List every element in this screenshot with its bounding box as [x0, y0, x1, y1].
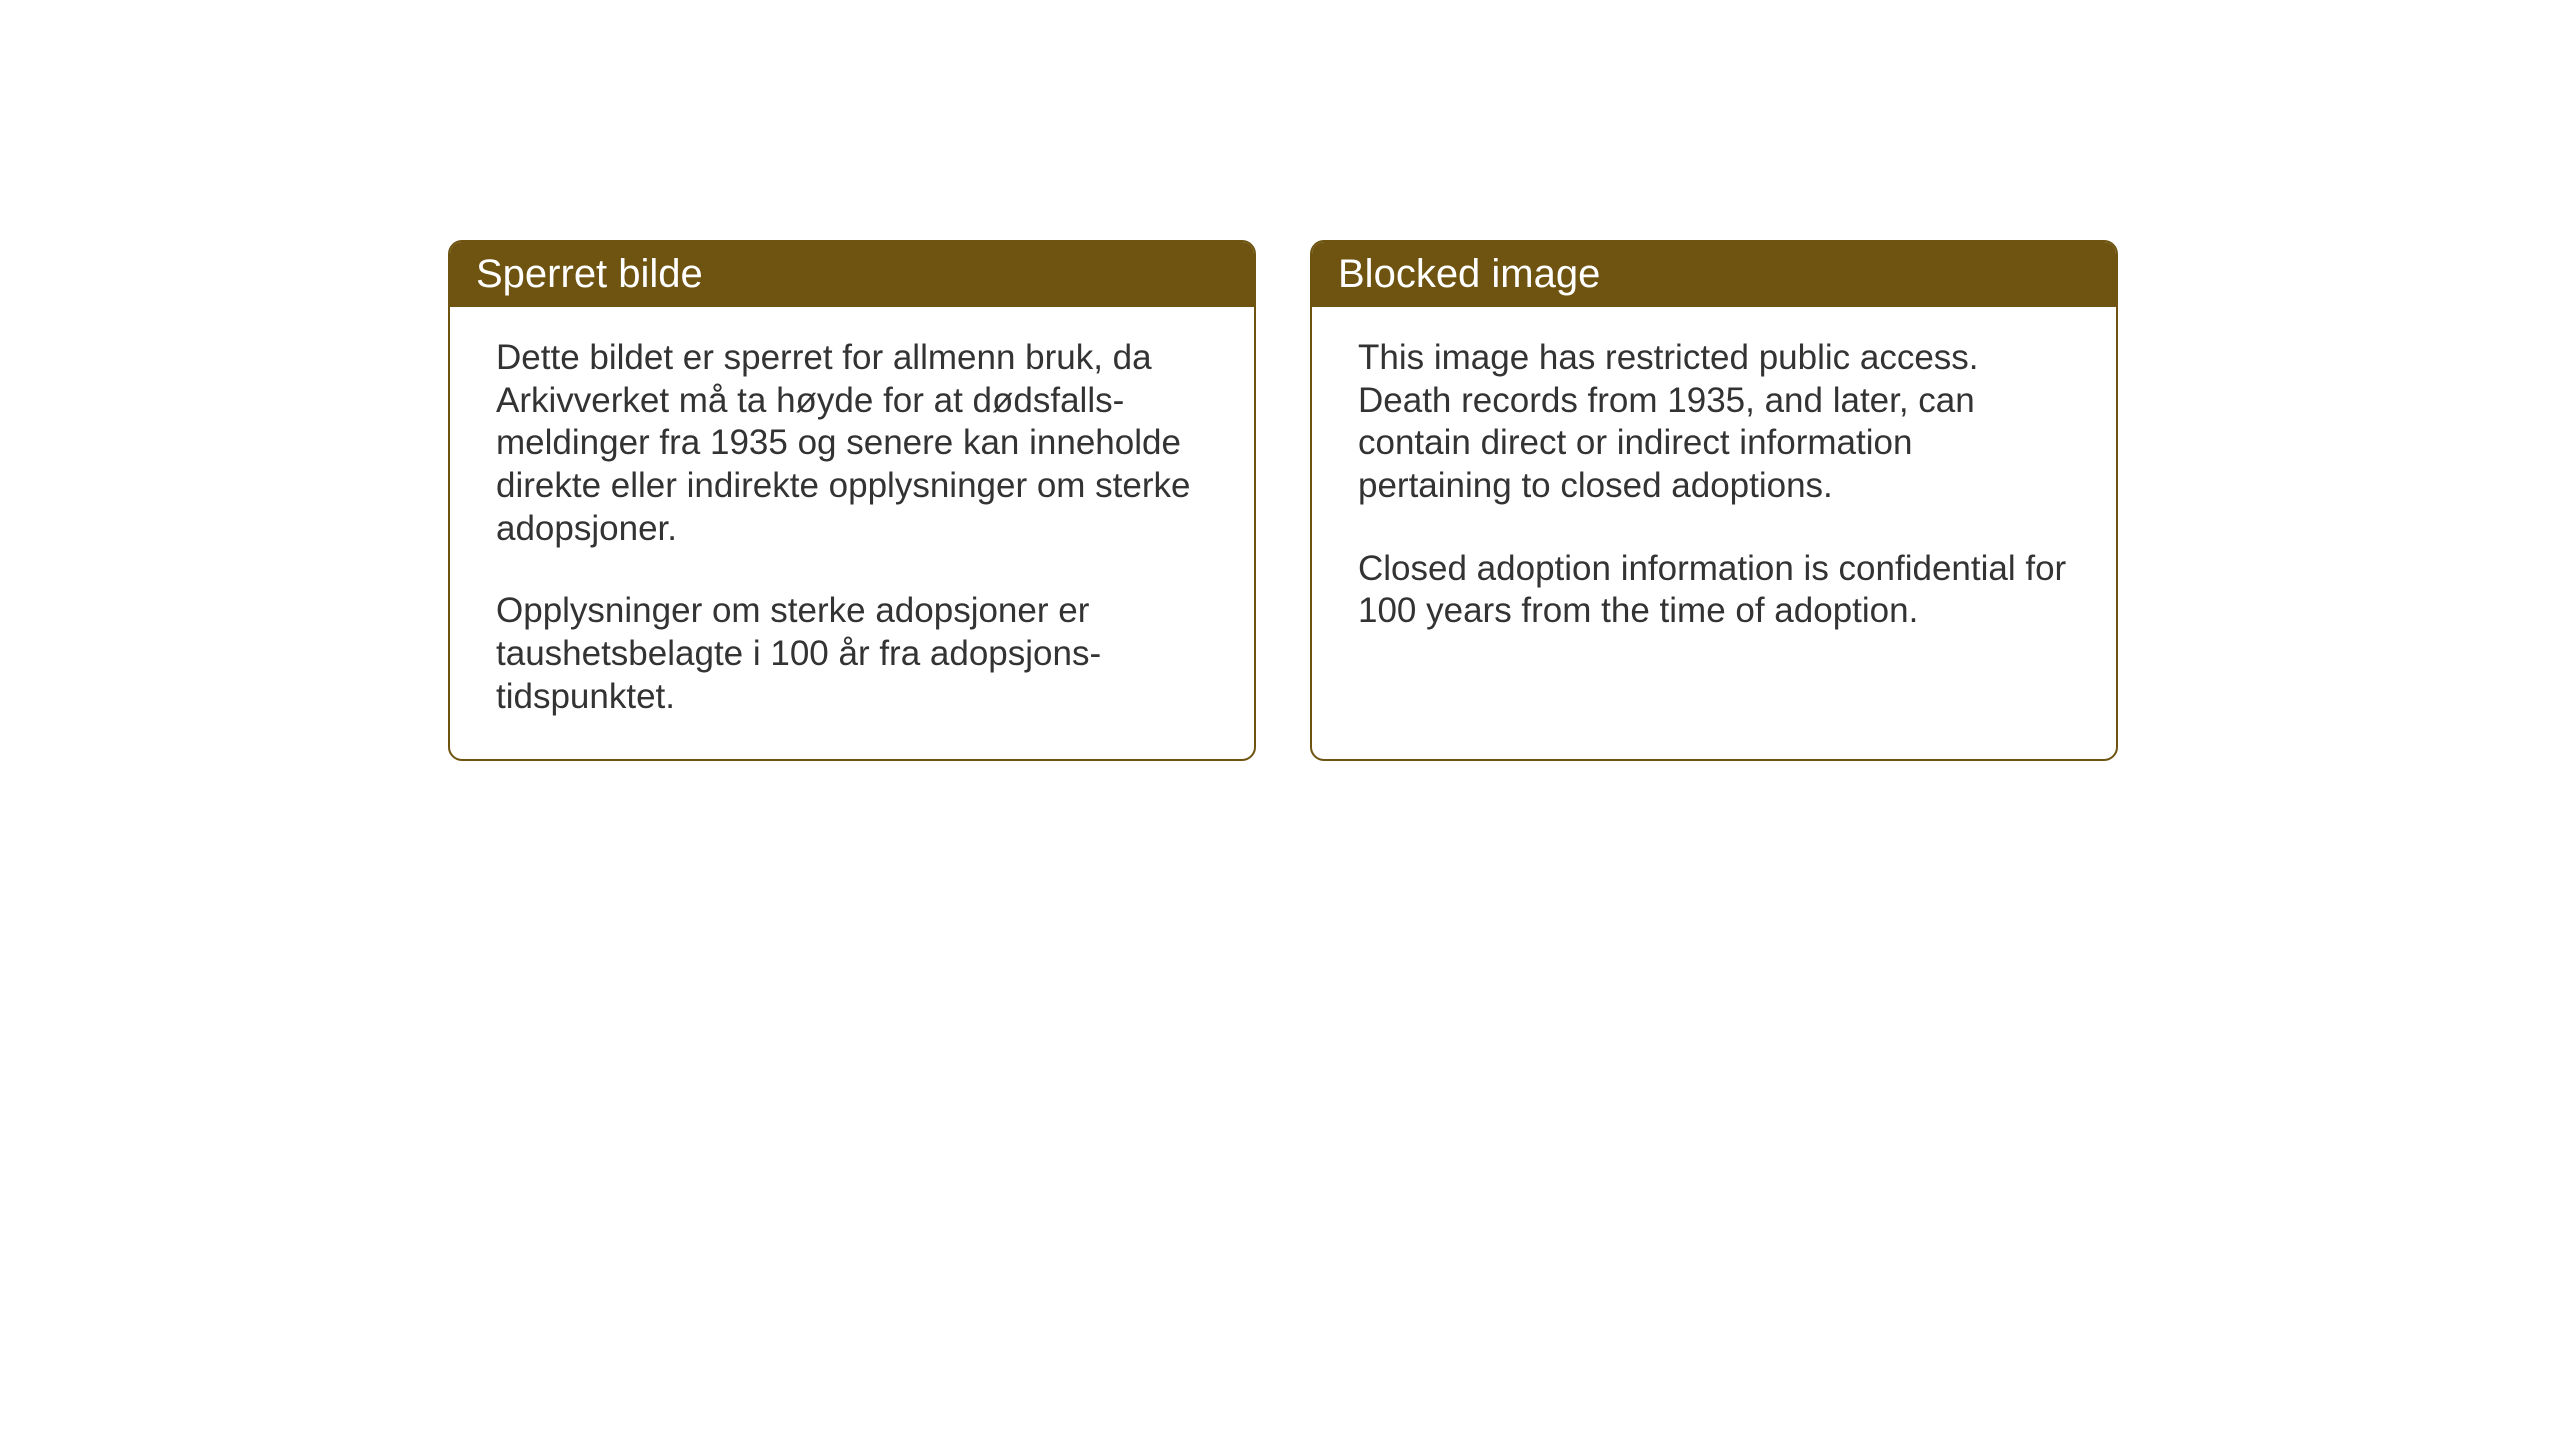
- notice-container: Sperret bilde Dette bildet er sperret fo…: [448, 240, 2118, 761]
- norwegian-card-body: Dette bildet er sperret for allmenn bruk…: [450, 307, 1254, 759]
- english-notice-card: Blocked image This image has restricted …: [1310, 240, 2118, 761]
- norwegian-card-title: Sperret bilde: [450, 242, 1254, 307]
- english-paragraph-2: Closed adoption information is confident…: [1358, 548, 2070, 633]
- english-card-title: Blocked image: [1312, 242, 2116, 307]
- norwegian-paragraph-1: Dette bildet er sperret for allmenn bruk…: [496, 337, 1208, 550]
- english-paragraph-1: This image has restricted public access.…: [1358, 337, 2070, 508]
- norwegian-notice-card: Sperret bilde Dette bildet er sperret fo…: [448, 240, 1256, 761]
- norwegian-paragraph-2: Opplysninger om sterke adopsjoner er tau…: [496, 590, 1208, 718]
- english-card-body: This image has restricted public access.…: [1312, 307, 2116, 673]
